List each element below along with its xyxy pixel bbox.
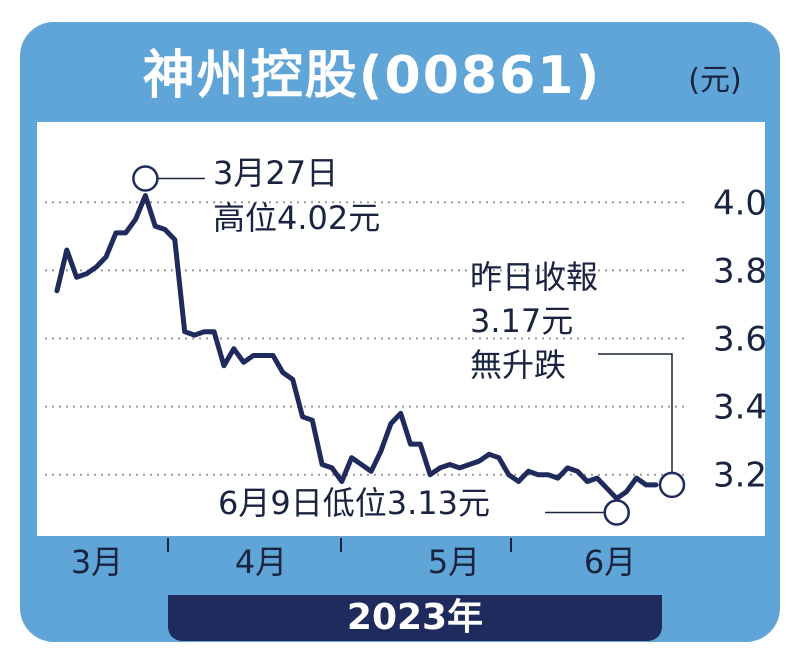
close-marker — [658, 471, 686, 499]
chart-title: 神州控股(00861) — [142, 46, 602, 106]
unit-label: (元) — [688, 63, 742, 98]
y-tick-labels: 3.2 3.4 3.6 3.8 4.0 — [713, 183, 767, 495]
close-value-label: 3.17元 — [470, 302, 573, 340]
x-tick-label-jun: 6月 — [583, 543, 637, 581]
x-tick-label-mar: 3月 — [70, 543, 124, 581]
x-tick-label-may: 5月 — [427, 543, 481, 581]
y-tick-label: 3.4 — [713, 388, 767, 428]
y-tick-label: 3.8 — [713, 251, 767, 291]
highlight-markers — [132, 165, 686, 526]
x-axis-ticks — [167, 538, 512, 552]
low-marker — [603, 499, 630, 526]
y-tick-label: 4.0 — [713, 183, 767, 223]
close-leader-line — [598, 353, 673, 472]
close-caption-label: 昨日收報 — [470, 258, 598, 296]
y-tick-label: 3.2 — [713, 456, 767, 496]
x-tick-label-apr: 4月 — [234, 543, 288, 581]
annotation-leaders — [158, 177, 673, 514]
gridlines — [45, 201, 688, 476]
plot-area — [37, 122, 765, 536]
high-date-label: 3月27日 — [213, 154, 338, 192]
price-line — [54, 193, 659, 501]
high-marker — [132, 165, 159, 192]
close-change-label: 無升跌 — [470, 346, 566, 384]
high-value-label: 高位4.02元 — [213, 199, 380, 237]
year-label: 2023年 — [168, 595, 662, 641]
low-label: 6月9日低位3.13元 — [218, 484, 490, 522]
y-tick-label: 3.6 — [713, 320, 767, 360]
